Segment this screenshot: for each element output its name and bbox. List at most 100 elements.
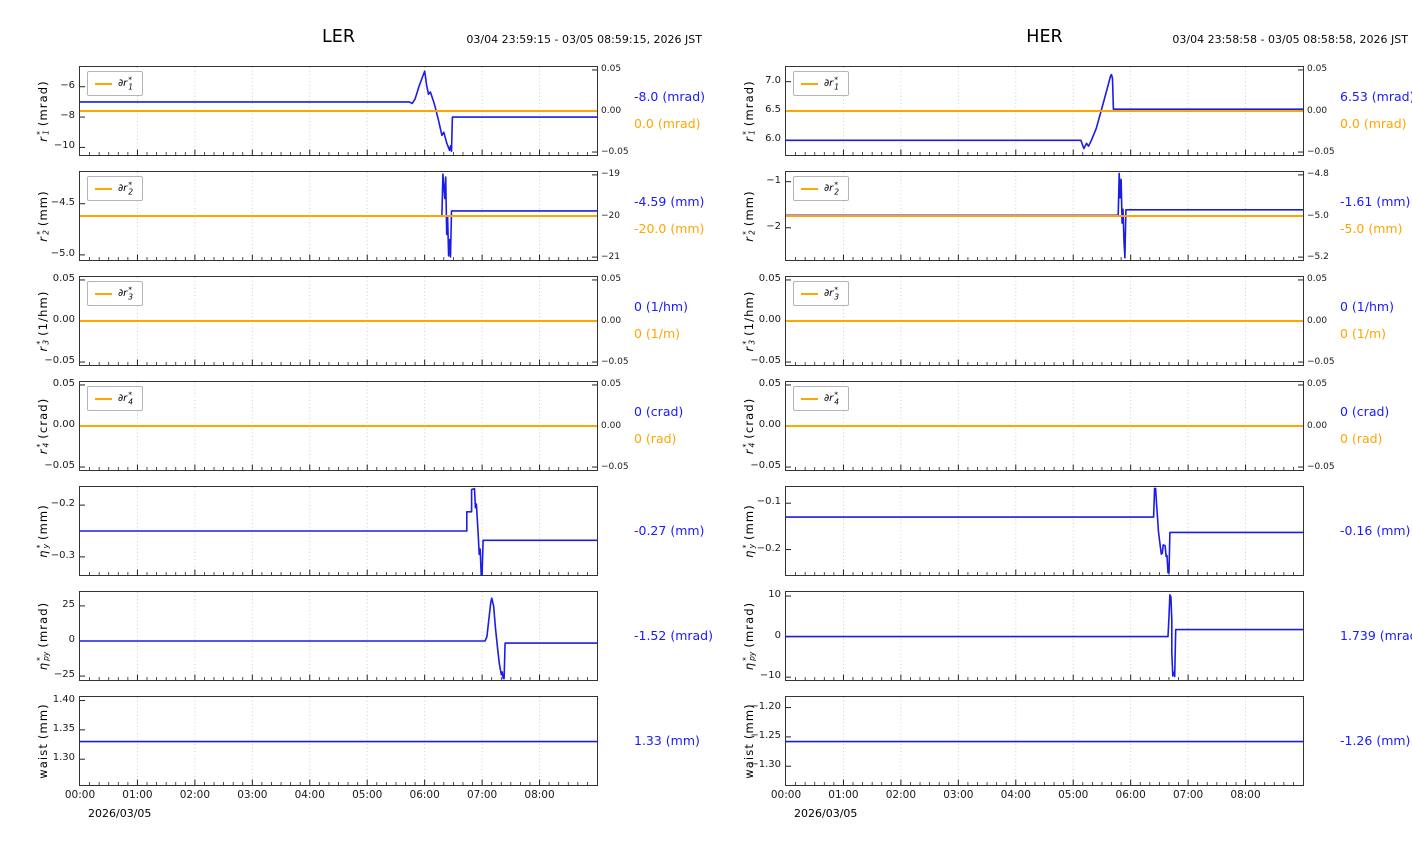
- y-tick-label: −4.5: [50, 196, 75, 208]
- label-base: ∂r: [118, 393, 128, 404]
- annotation-values: -0.16 (mm): [1340, 523, 1410, 539]
- x-tick-label: 04:00: [294, 789, 325, 801]
- y-axis-label-box: r * 3 (1/hm): [737, 276, 761, 366]
- label-sub-sup: * 3: [741, 340, 757, 345]
- label-subscript: 4: [41, 442, 51, 448]
- label-subscript: 2: [834, 187, 840, 196]
- y-tick-label: −0.2: [756, 542, 781, 554]
- x-tick-label: 06:00: [1115, 789, 1146, 801]
- y-tick-label: −10: [759, 670, 781, 682]
- annotation-values: -0.27 (mm): [634, 523, 704, 539]
- annotation-value-blue: -0.27 (mm): [634, 523, 705, 538]
- label-subscript: py: [41, 651, 51, 661]
- label-sub-sup: * py: [35, 651, 51, 661]
- label-subscript: 4: [747, 442, 757, 448]
- y-axis-label-box: η * py (mrad): [737, 591, 761, 681]
- label-base: ∂r: [824, 288, 834, 299]
- label-unit: (mm): [742, 190, 756, 227]
- legend-line-sample: [801, 82, 818, 85]
- x-tick-label: 02:00: [885, 789, 916, 801]
- x-tick-label: 03:00: [237, 789, 268, 801]
- x-tick-label: 00:00: [770, 789, 802, 801]
- series-line-blue: [80, 70, 597, 152]
- right-tick-label: −5.2: [1307, 251, 1329, 262]
- annotation-value-orange: 0 (1/m): [634, 326, 681, 341]
- label-base: r: [36, 345, 50, 352]
- plot-title-HER: HER: [1026, 27, 1063, 47]
- annotation-value-blue: 0 (crad): [634, 404, 684, 419]
- right-tick-label: −0.05: [601, 146, 629, 157]
- label-subscript: 4: [834, 397, 840, 406]
- plot-area: [786, 67, 1303, 155]
- right-tick-label: 0.00: [601, 105, 622, 116]
- series-line-blue: [80, 597, 597, 680]
- y-tick-label: −1.30: [750, 759, 781, 771]
- subplot-HER-waist: [785, 696, 1304, 786]
- label-base: ∂r: [824, 393, 834, 404]
- label-base: r: [36, 135, 50, 142]
- right-tick-label: 0.05: [1307, 274, 1328, 285]
- annotation-value-blue: 0 (1/hm): [634, 299, 688, 314]
- label-subscript: 3: [41, 339, 51, 345]
- series-line-blue: [786, 73, 1303, 150]
- label-subscript: 3: [834, 292, 840, 301]
- y-tick-label: 0.05: [52, 272, 75, 284]
- y-tick-label: 1.35: [52, 722, 75, 734]
- x-tick-label: 01:00: [828, 789, 859, 801]
- label-unit: (1/hm): [742, 290, 756, 336]
- legend-line-sample: [801, 397, 818, 400]
- y-tick-label: 0.05: [758, 377, 781, 389]
- plot-area: [80, 382, 597, 470]
- time-range-HER: 03/04 23:58:58 - 03/05 08:58:58, 2026 JS…: [1172, 33, 1408, 46]
- label-base: waist: [742, 743, 756, 779]
- x-tick-label: 02:00: [179, 789, 210, 801]
- legend-box: ∂r * 1: [87, 71, 144, 96]
- right-tick-label: 0.05: [1307, 379, 1328, 390]
- label-superscript: *: [128, 390, 133, 400]
- legend-line-sample: [95, 292, 112, 295]
- y-tick-label: 6.0: [765, 133, 781, 145]
- label-sub-sup: * 1: [128, 77, 133, 91]
- subplot-HER-r3*: ∂r * 3: [785, 276, 1304, 366]
- legend-box: ∂r * 4: [87, 386, 144, 411]
- label-subscript: py: [747, 651, 757, 661]
- annotation-value-blue: -0.16 (mm): [1340, 523, 1411, 538]
- plot-area: [80, 697, 597, 785]
- y-tick-label: 0: [68, 633, 75, 645]
- subplot-HER-r4*: ∂r * 4: [785, 381, 1304, 471]
- subplot-LER-r1*: ∂r * 1: [79, 66, 598, 156]
- annotation-values: 1.739 (mrad): [1340, 628, 1412, 644]
- label-subscript: 2: [128, 187, 134, 196]
- legend-box: ∂r * 2: [793, 176, 850, 201]
- legend-label: ∂r * 4: [824, 392, 839, 405]
- right-tick-label: 0.00: [1307, 105, 1328, 116]
- y-tick-label: 0.00: [52, 314, 75, 325]
- y-axis-label: r * 4 (crad): [35, 398, 51, 455]
- right-tick-label: −0.05: [601, 461, 629, 472]
- label-sub-sup: * 3: [834, 287, 840, 301]
- series-line-blue: [786, 172, 1303, 259]
- annotation-value-blue: -1.26 (mm): [1340, 733, 1411, 748]
- label-base: ∂r: [824, 183, 834, 194]
- label-base: ∂r: [118, 288, 128, 299]
- legend-label: ∂r * 3: [118, 287, 133, 300]
- label-unit: (mm): [742, 504, 756, 540]
- plot-area: [786, 277, 1303, 365]
- y-tick-label: 10: [768, 589, 781, 601]
- label-sub-sup: * 2: [128, 182, 134, 196]
- label-base: ∂r: [118, 183, 128, 194]
- date-label: 2026/03/05: [794, 807, 858, 820]
- y-axis-label-box: η * y (mm): [737, 486, 761, 576]
- y-tick-label: −0.05: [750, 355, 781, 367]
- y-axis-label-box: η * py (mrad): [31, 591, 55, 681]
- y-tick-label: −25: [53, 669, 75, 681]
- label-subscript: 4: [128, 397, 134, 406]
- y-tick-label: −1: [766, 174, 781, 186]
- label-unit: (mm): [36, 504, 50, 540]
- label-sub-sup: * 2: [35, 230, 51, 235]
- right-tick-label: 0.05: [1307, 64, 1328, 75]
- plot-area: [786, 172, 1303, 260]
- y-axis-label: η * py (mrad): [35, 602, 51, 670]
- x-tick-label: 04:00: [1000, 789, 1031, 801]
- y-axis-label-box: r * 4 (crad): [737, 381, 761, 471]
